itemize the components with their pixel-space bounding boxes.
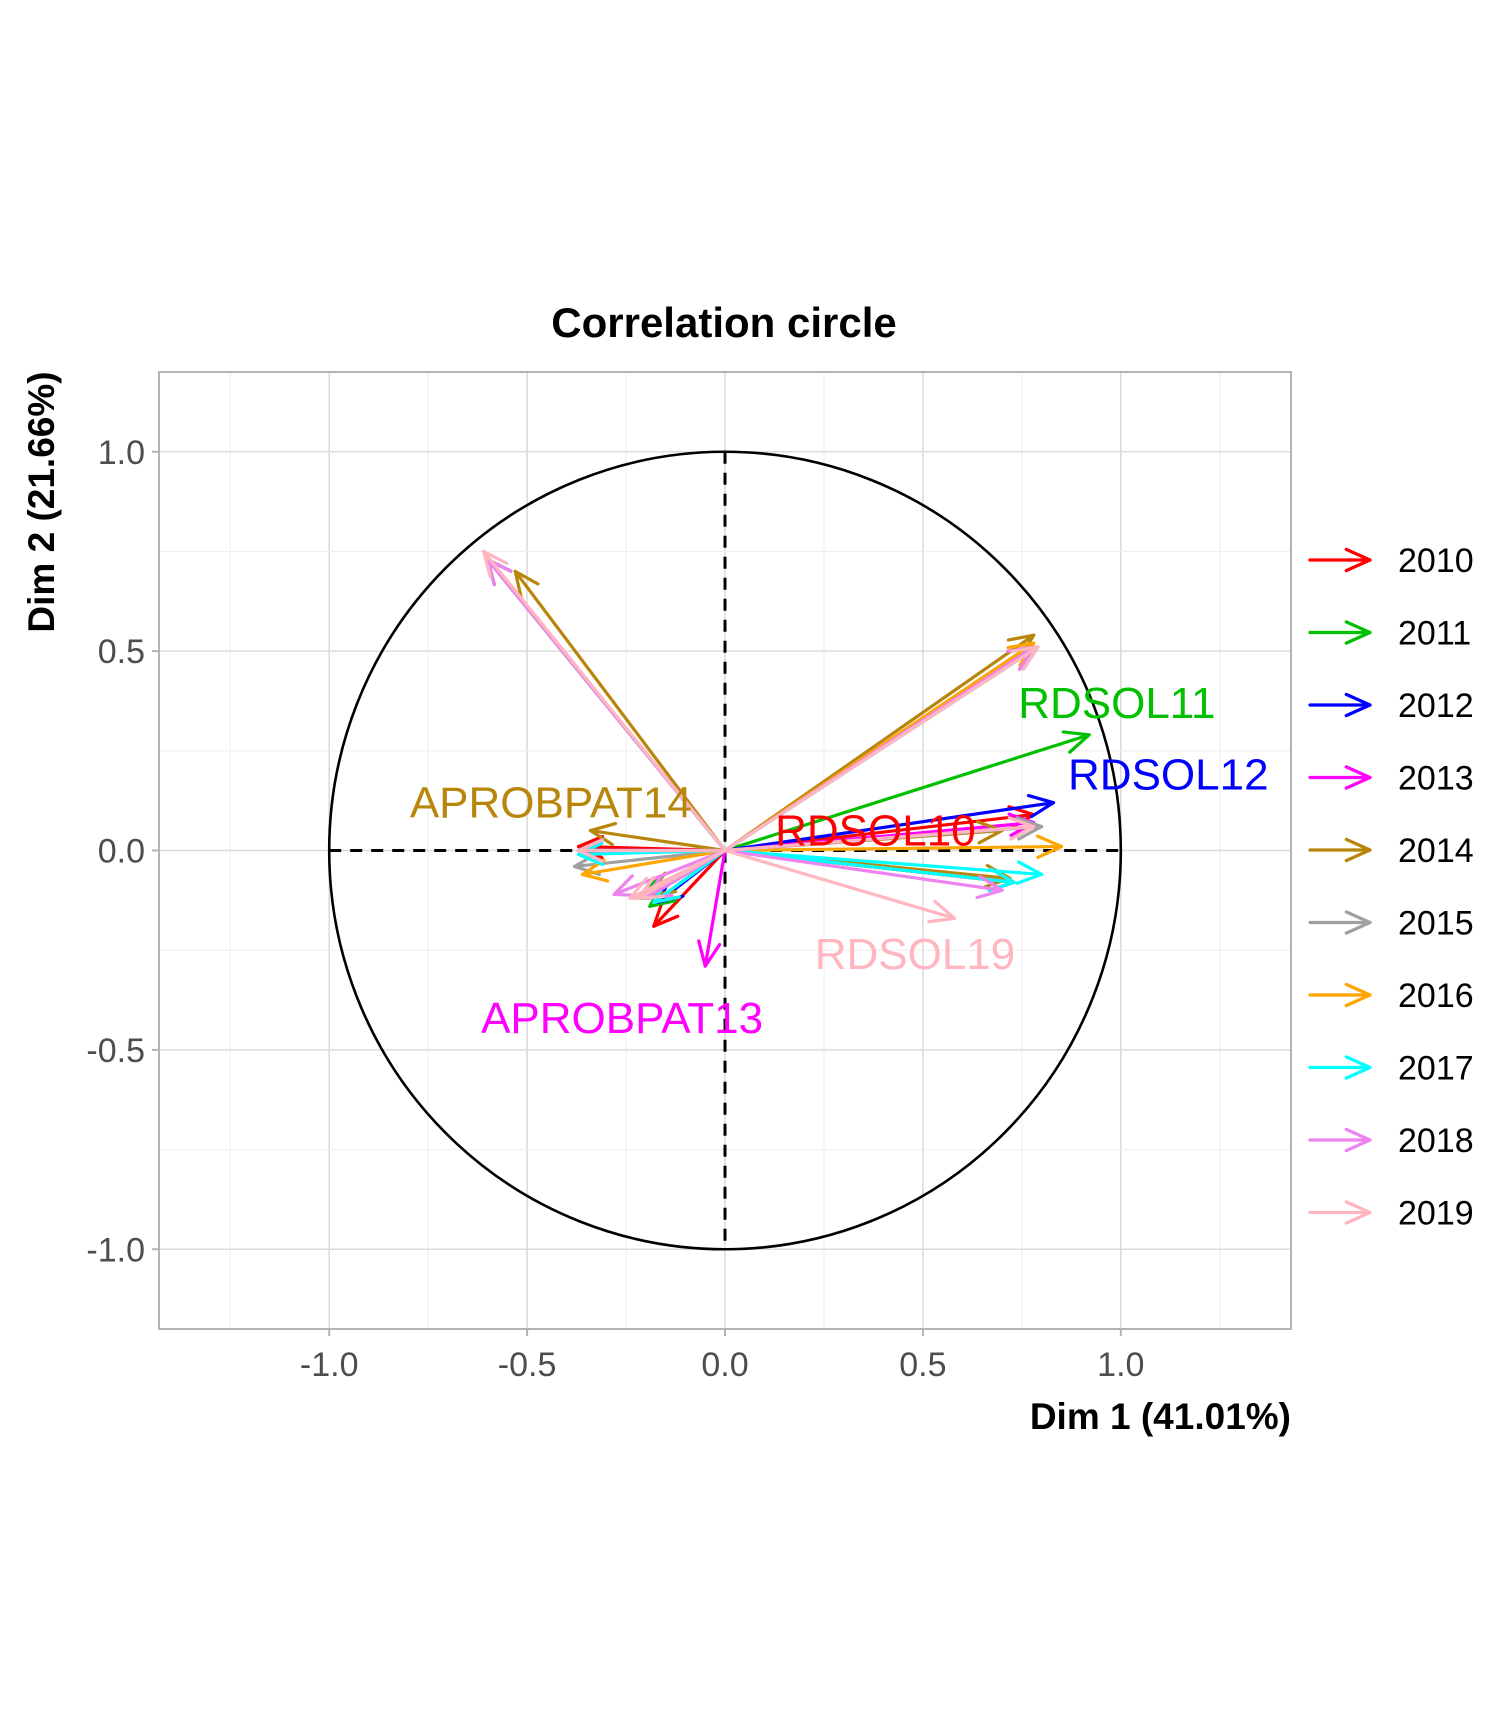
variable-labels: RDSOL11 RDSOL12 RDSOL10 APROBPAT14 RDSOL19 AP… bbox=[410, 679, 1269, 1043]
variable-label: APROBPAT13 bbox=[481, 994, 763, 1043]
legend-label: 2014 bbox=[1398, 832, 1474, 870]
legend-label: 2019 bbox=[1398, 1195, 1474, 1233]
vector-line bbox=[481, 549, 727, 853]
y-tick-label: 0.5 bbox=[98, 633, 145, 671]
vector-arrowhead bbox=[1007, 816, 1036, 841]
legend-key-arrowhead bbox=[1344, 910, 1372, 935]
vector-line bbox=[703, 848, 727, 968]
legend-key-arrowhead bbox=[1344, 1055, 1372, 1080]
variable-label: RDSOL12 bbox=[1068, 751, 1269, 800]
variable-label: APROBPAT14 bbox=[410, 779, 692, 828]
variable-label: RDSOL10 bbox=[775, 807, 976, 856]
legend-label: 2017 bbox=[1398, 1050, 1474, 1088]
vector-arrowhead bbox=[1026, 793, 1056, 819]
x-axis-title: Dim 1 (41.01%) bbox=[1030, 1396, 1291, 1437]
legend-item-2017: 2017 bbox=[1308, 1050, 1474, 1088]
vector-arrowhead bbox=[576, 838, 604, 863]
legend-item-2013: 2013 bbox=[1308, 760, 1474, 798]
y-tick-label: -0.5 bbox=[86, 1032, 145, 1070]
legend-label: 2010 bbox=[1398, 542, 1474, 580]
vector-line bbox=[580, 848, 727, 877]
vector-line bbox=[588, 828, 727, 853]
vector-arrowhead bbox=[1006, 641, 1036, 667]
legend-key-arrowhead bbox=[1344, 620, 1372, 645]
vector-arrowhead bbox=[588, 821, 618, 847]
x-axis-ticks: -1.0 -0.5 0.0 0.5 1.0 bbox=[300, 1329, 1144, 1384]
vector-arrowhead bbox=[485, 557, 513, 587]
legend-item-2016: 2016 bbox=[1308, 977, 1474, 1015]
x-tick-label: 0.0 bbox=[701, 1346, 748, 1384]
y-tick-label: 0.0 bbox=[98, 833, 145, 871]
chart-title: Correlation circle bbox=[551, 299, 896, 346]
legend-label: 2018 bbox=[1398, 1122, 1474, 1160]
y-axis-title: Dim 2 (21.66%) bbox=[21, 371, 62, 632]
vector-arrowhead bbox=[1015, 816, 1044, 841]
legend-key-arrowhead bbox=[1344, 692, 1372, 718]
unit-circle-layer bbox=[327, 450, 1123, 1251]
legend-item-2014: 2014 bbox=[1308, 832, 1474, 870]
legend-key-arrowhead bbox=[1344, 837, 1372, 863]
vector-arrowhead bbox=[927, 899, 957, 924]
vector-arrowhead bbox=[1010, 645, 1040, 671]
series-2019-arrows bbox=[481, 549, 1040, 924]
legend-label: 2016 bbox=[1398, 977, 1474, 1015]
vector-line bbox=[652, 848, 727, 928]
legend-item-2011: 2011 bbox=[1308, 615, 1471, 653]
legend-item-2018: 2018 bbox=[1308, 1122, 1474, 1160]
vector-arrowhead bbox=[576, 841, 605, 867]
vector-line bbox=[723, 848, 1004, 892]
vector-line bbox=[723, 844, 1064, 853]
vector-line bbox=[723, 801, 1056, 853]
vector-arrows bbox=[481, 549, 1091, 968]
legend-label: 2015 bbox=[1398, 905, 1474, 943]
vector-arrowhead bbox=[697, 939, 722, 968]
legend-key-arrowhead bbox=[1344, 1127, 1372, 1153]
y-tick-label: 1.0 bbox=[98, 434, 145, 472]
x-tick-label: 1.0 bbox=[1097, 1346, 1144, 1384]
vector-arrowhead bbox=[513, 569, 540, 599]
vector-line bbox=[723, 645, 1040, 853]
vector-line bbox=[513, 569, 727, 853]
variable-label: RDSOL19 bbox=[815, 930, 1016, 979]
vector-arrowhead bbox=[652, 900, 680, 928]
x-tick-label: -1.0 bbox=[300, 1346, 359, 1384]
legend-key-arrowhead bbox=[1344, 765, 1372, 790]
vector-line bbox=[612, 848, 727, 896]
vector-arrowhead bbox=[636, 876, 666, 900]
y-tick-label: -1.0 bbox=[86, 1231, 145, 1269]
legend-label: 2011 bbox=[1398, 615, 1471, 653]
legend-item-2019: 2019 bbox=[1308, 1195, 1474, 1233]
vector-line bbox=[723, 733, 1091, 853]
y-axis-ticks: -1.0 -0.5 0.0 0.5 1.0 bbox=[86, 434, 159, 1269]
vector-arrowhead bbox=[1035, 834, 1064, 859]
vector-line bbox=[723, 848, 1044, 877]
legend-item-2015: 2015 bbox=[1308, 905, 1474, 943]
x-tick-label: 0.5 bbox=[899, 1346, 946, 1384]
legend-label: 2013 bbox=[1398, 760, 1474, 798]
vector-arrowhead bbox=[580, 858, 610, 883]
vector-arrowhead bbox=[975, 874, 1004, 900]
x-tick-label: -0.5 bbox=[498, 1346, 557, 1384]
legend-key-arrowhead bbox=[1344, 982, 1372, 1008]
legend-key-arrowhead bbox=[1344, 1200, 1372, 1225]
vector-line bbox=[723, 848, 957, 920]
legend-key-arrowhead bbox=[1344, 547, 1372, 573]
vector-arrowhead bbox=[481, 549, 509, 579]
legend-label: 2012 bbox=[1398, 687, 1474, 725]
vector-arrowhead bbox=[1061, 730, 1091, 754]
vector-line bbox=[723, 824, 1036, 853]
legend-item-2010: 2010 bbox=[1308, 542, 1474, 580]
legend: 2010 2011 2012 2013 2014 2015 2016 2017 2018 2019 bbox=[1308, 542, 1474, 1233]
vector-arrowhead bbox=[1015, 860, 1044, 885]
legend-item-2012: 2012 bbox=[1308, 687, 1474, 725]
vector-line bbox=[636, 848, 727, 900]
variable-label: RDSOL11 bbox=[1018, 679, 1215, 728]
